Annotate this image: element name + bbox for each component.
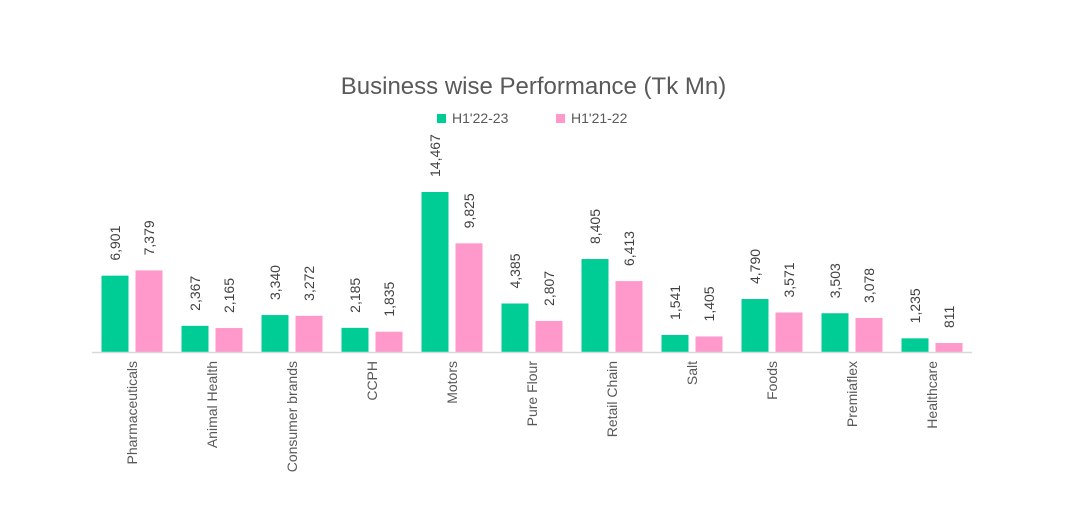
bar-series-1-10 [901,338,929,352]
data-label-series-1-5: 4,385 [507,253,523,288]
data-label-series-1-0: 6,901 [107,225,123,260]
legend-item-series-1: H1'22-23 [437,110,508,126]
x-tick-label-4: Motors [444,361,460,404]
data-label-series-2-7: 1,405 [701,286,717,321]
legend-item-series-2: H1'21-22 [556,110,627,126]
bar-series-1-6 [581,259,609,352]
x-tick-label-5: Pure Flour [524,361,540,427]
x-tick-label-6: Retail Chain [604,361,620,437]
bar-series-2-6 [615,281,643,352]
legend-swatch-series-2 [556,113,565,123]
data-label-series-2-9: 3,078 [861,268,877,303]
legend-label-series-1: H1'22-23 [452,110,509,126]
data-label-series-2-4: 9,825 [461,193,477,228]
bar-series-2-10 [935,343,963,352]
bar-series-1-2 [261,315,289,352]
x-tick-label-10: Healthcare [924,361,940,429]
bar-series-2-4 [455,243,483,352]
data-label-series-1-10: 1,235 [907,288,923,323]
bar-series-2-5 [535,320,563,352]
data-label-series-1-8: 4,790 [747,249,763,284]
x-tick-label-8: Foods [764,361,780,400]
x-tick-label-2: Consumer brands [284,361,300,472]
data-label-series-1-4: 14,467 [427,134,443,177]
bar-series-1-8 [741,299,769,352]
chart-title: Business wise Performance (Tk Mn) [340,73,727,100]
legend-label-series-2: H1'21-22 [571,110,628,126]
data-label-series-1-3: 2,185 [347,278,363,313]
bar-series-1-0 [101,275,129,352]
data-label-series-2-6: 6,413 [621,231,637,266]
bar-series-2-7 [695,336,723,352]
bar-series-1-1 [181,325,209,352]
x-tick-label-0: Pharmaceuticals [124,361,140,465]
data-label-series-2-1: 2,165 [221,278,237,313]
bar-series-2-3 [375,331,403,352]
x-tick-label-1: Animal Health [204,361,220,448]
data-label-series-1-9: 3,503 [827,263,843,298]
data-label-series-1-2: 3,340 [267,265,283,300]
bar-series-1-3 [341,327,369,352]
data-label-series-1-6: 8,405 [587,209,603,244]
data-label-series-2-8: 3,571 [781,262,797,297]
data-label-series-2-5: 2,807 [541,271,557,306]
bar-series-1-7 [661,334,689,352]
x-tick-label-3: CCPH [364,361,380,401]
bar-series-2-0 [135,270,163,352]
x-tick-label-9: Premiaflex [844,361,860,427]
data-label-series-2-0: 7,379 [141,220,157,255]
bar-series-2-1 [215,328,243,352]
bar-series-1-4 [421,192,449,352]
data-label-series-1-1: 2,367 [187,276,203,311]
data-label-series-2-10: 811 [941,305,957,328]
data-label-series-2-3: 1,835 [381,281,397,316]
bar-series-1-5 [501,303,529,352]
data-label-series-2-2: 3,272 [301,266,317,301]
bar-series-1-9 [821,313,849,352]
bar-series-2-2 [295,315,323,352]
legend: H1'22-23 H1'21-22 [0,110,1067,130]
bar-series-2-9 [855,317,883,352]
data-label-series-1-7: 1,541 [667,285,683,320]
legend-swatch-series-1 [437,113,446,123]
bar-series-2-8 [775,312,803,352]
x-tick-label-7: Salt [684,361,700,385]
